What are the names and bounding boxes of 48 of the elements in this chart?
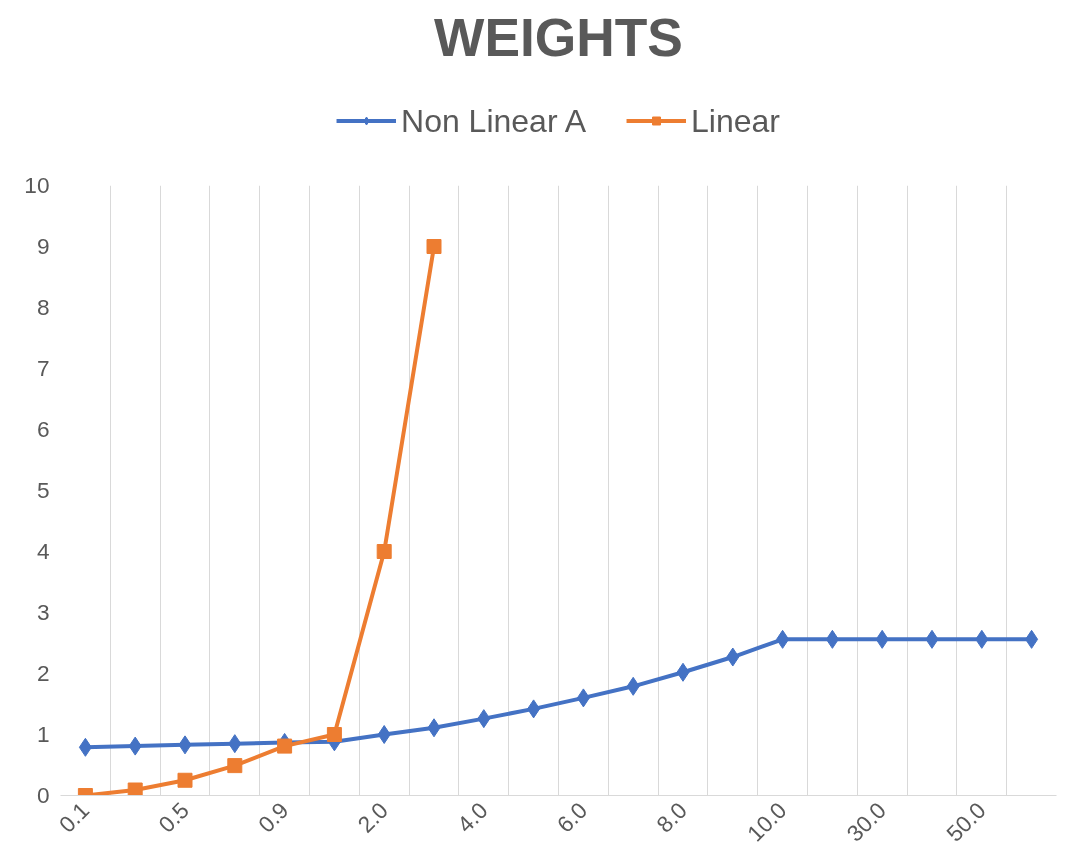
point (527, 699, 541, 719)
point (925, 629, 939, 649)
y-tick-label: 5 (36, 477, 50, 503)
point (376, 544, 392, 559)
point (726, 647, 740, 667)
y-tick-label: 0 (36, 782, 50, 808)
y-tick-label: 7 (36, 355, 50, 381)
point (78, 737, 92, 757)
point (277, 738, 293, 754)
point (326, 727, 342, 742)
point (1025, 629, 1039, 649)
point (875, 629, 889, 649)
point (228, 734, 242, 754)
point (177, 772, 193, 788)
x-tick-label: 4.0 (451, 796, 493, 838)
x-tick-label: 8.0 (651, 796, 692, 838)
x-tick-label: 0.1 (53, 796, 95, 838)
y-tick-label: 1 (36, 721, 50, 747)
y-tick-label: 9 (36, 233, 50, 259)
y-tick-label: 2 (36, 660, 50, 686)
point (227, 758, 243, 774)
point (427, 718, 441, 738)
point (776, 629, 790, 649)
x-tick-label: 6.0 (551, 796, 593, 838)
legend-label: Non Linear A (401, 102, 587, 139)
point (975, 629, 989, 649)
point (477, 709, 491, 729)
x-tick-label: 0.9 (252, 796, 294, 838)
point (676, 662, 690, 682)
point (426, 239, 442, 254)
x-tick-label: 50.0 (941, 796, 991, 847)
point (626, 676, 640, 696)
y-tick-label: 8 (36, 294, 50, 320)
y-tick-label: 10 (24, 172, 50, 198)
point (825, 629, 839, 649)
point (178, 735, 192, 755)
y-tick-label: 4 (36, 538, 50, 564)
x-tick-label: 2.0 (352, 796, 394, 838)
legend-label: Linear (691, 102, 780, 139)
point (127, 782, 143, 796)
chart-title: WEIGHTS (434, 7, 683, 67)
y-tick-label: 6 (36, 416, 50, 442)
point (377, 725, 391, 744)
point (576, 688, 590, 708)
x-tick-label: 30.0 (841, 796, 892, 847)
point (128, 736, 142, 756)
x-tick-label: 0.5 (153, 796, 194, 838)
y-tick-label: 3 (36, 599, 50, 625)
